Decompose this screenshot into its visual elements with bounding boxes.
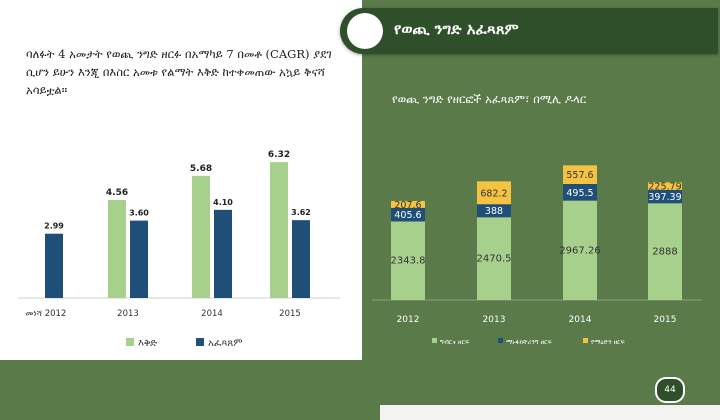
data-label-agri: 2470.5 xyxy=(477,254,512,265)
legend-label-actual: አፈጻጸም xyxy=(208,338,243,349)
x-tick-label: 2014 xyxy=(569,315,592,325)
data-label-actual: 2.99 xyxy=(44,222,64,231)
stack-segment-agri xyxy=(477,217,511,300)
data-label-agri: 2343.8 xyxy=(391,256,426,267)
legend-swatch-manu xyxy=(498,338,503,343)
bar-plan xyxy=(108,199,126,298)
x-tick-label: 2013 xyxy=(117,309,139,319)
stack-segment-manu xyxy=(391,207,425,222)
data-label-manu: 397.39 xyxy=(648,192,681,203)
right-chart-subtitle: የወጪ ንግድ የዘርፎች አፈጻጸም፣ በሚሊ ዶላር xyxy=(392,92,587,106)
summary-text: ባለፉት 4 አመታት የወጪ ንግድ ዘርፉ በአማካይ 7 በመቶ (CAG… xyxy=(26,47,332,97)
data-label-plan: 6.32 xyxy=(268,150,290,160)
x-tick-label: 2012 xyxy=(397,315,420,325)
data-label-agri: 2967.26 xyxy=(559,245,600,256)
data-label-manu: 495.5 xyxy=(566,188,593,199)
slide-title: የወጪ ንግድ አፈጻጸም xyxy=(394,20,519,38)
stack-segment-manu xyxy=(477,204,511,218)
stack-segment-mining xyxy=(391,200,425,208)
data-label-plan: 4.56 xyxy=(106,188,128,198)
data-label-mining: 682.2 xyxy=(480,188,507,199)
data-label-plan: 5.68 xyxy=(190,164,212,174)
charts-canvas: 2.99 መነሻ 2012 4.56 3.60 2013 5.68 4.10 2014 6.32… xyxy=(18,150,702,349)
x-tick-label: 2015 xyxy=(654,315,677,325)
header-banner xyxy=(340,8,718,54)
x-tick-label: መነሻ 2012 xyxy=(26,309,67,319)
legend-swatch-agri xyxy=(432,338,437,343)
bar-actual xyxy=(214,209,232,298)
data-label-mining: 207.6 xyxy=(394,200,421,211)
bar-actual xyxy=(292,220,310,298)
stack-segment-agri xyxy=(648,203,682,300)
data-label-manu: 405.6 xyxy=(394,210,421,221)
legend-swatch-mining xyxy=(583,338,588,343)
data-label-actual: 3.60 xyxy=(129,209,149,218)
legend-label-agri: ግብርና ዘርፍ xyxy=(440,338,470,346)
data-label-actual: 3.62 xyxy=(291,208,311,217)
left-panel xyxy=(0,0,362,405)
bar-actual xyxy=(45,233,63,298)
x-tick-label: 2014 xyxy=(201,309,223,319)
legend-label-manu: ማኑፋክቸሪንግ ዘርፍ xyxy=(506,338,553,346)
stack-segment-agri xyxy=(563,200,597,300)
stack-segment-manu xyxy=(648,189,682,204)
bar-plan xyxy=(270,162,288,298)
legend-swatch-plan xyxy=(126,338,134,346)
legend-label-mining: የማዕድን ዘርፍ xyxy=(591,338,626,346)
stack-segment-mining xyxy=(648,182,682,190)
data-label-actual: 4.10 xyxy=(213,198,233,207)
page-number-badge: 44 xyxy=(655,377,685,403)
stack-segment-mining xyxy=(477,181,511,205)
bar-actual xyxy=(130,220,148,298)
data-label-mining: 225.79 xyxy=(648,182,681,193)
data-label-mining: 557.6 xyxy=(566,170,593,181)
bar-plan xyxy=(192,175,210,298)
x-tick-label: 2015 xyxy=(279,309,301,319)
stack-segment-agri xyxy=(391,221,425,300)
stack-segment-manu xyxy=(563,183,597,201)
data-label-agri: 2888 xyxy=(652,247,677,258)
data-label-manu: 388 xyxy=(485,206,503,217)
header-circle-icon xyxy=(347,13,383,49)
plan-vs-actual-chart: 2.99 መነሻ 2012 4.56 3.60 2013 5.68 4.10 2014 6.32… xyxy=(18,150,340,349)
legend-label-plan: እቅድ xyxy=(138,338,157,349)
legend-swatch-actual xyxy=(196,338,204,346)
x-tick-label: 2013 xyxy=(483,315,506,325)
stack-segment-mining xyxy=(563,165,597,184)
